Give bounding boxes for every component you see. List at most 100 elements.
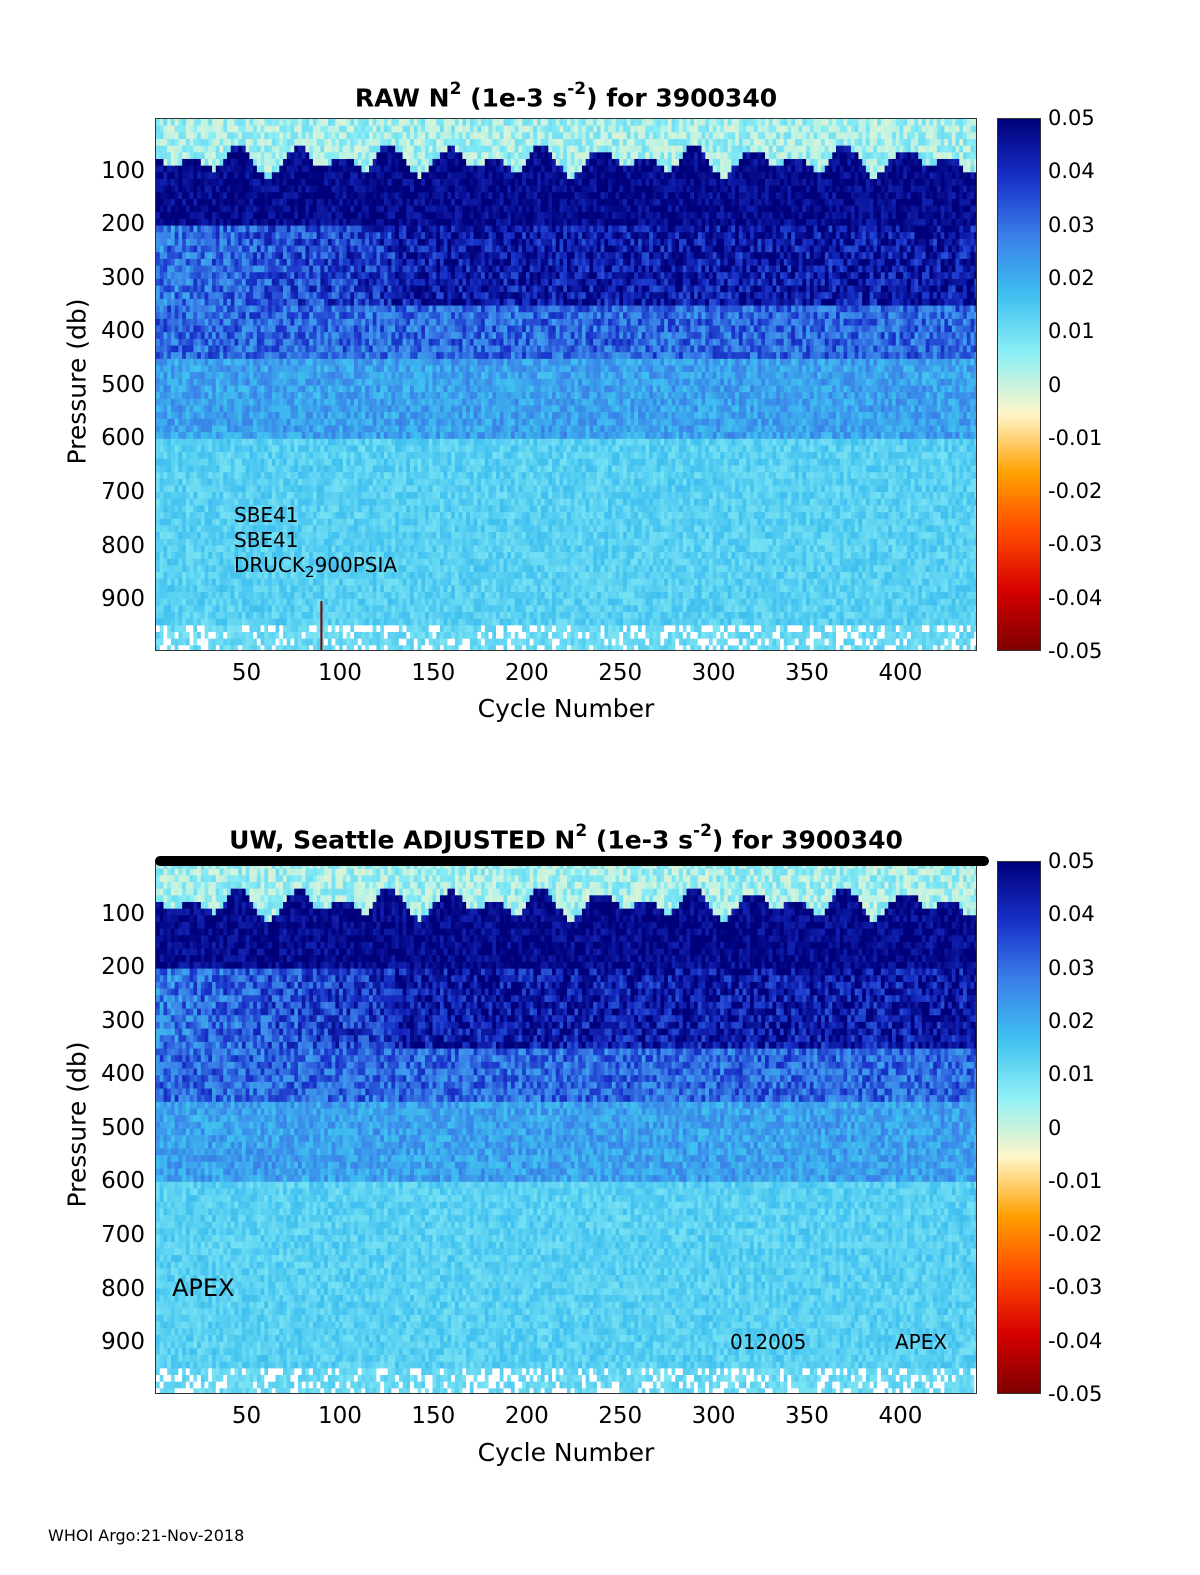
heatmap-cell <box>234 165 239 173</box>
heatmap-cell <box>226 378 232 387</box>
heatmap-cell <box>156 585 161 593</box>
heatmap-cell <box>234 152 239 160</box>
heatmap-cell <box>253 618 258 626</box>
heatmap-cell <box>215 438 221 447</box>
heatmap-cell <box>178 352 183 360</box>
heatmap-cell <box>294 618 299 626</box>
heatmap-cell <box>260 538 265 546</box>
heatmap-cell <box>301 578 307 586</box>
heatmap-cell <box>159 518 165 527</box>
heatmap-cell <box>327 578 333 586</box>
heatmap-cell <box>268 372 273 380</box>
heatmap-cell <box>376 418 381 427</box>
heatmap-cell <box>365 245 370 253</box>
heatmap-cell <box>342 258 348 267</box>
heatmap-cell <box>368 418 374 427</box>
heatmap-cell <box>226 532 232 540</box>
heatmap-cell <box>301 518 307 527</box>
heatmap-cell <box>256 412 262 420</box>
heatmap-cell <box>271 425 277 433</box>
heatmap-cell <box>376 492 381 500</box>
heatmap-cell <box>230 285 236 293</box>
heatmap-cell <box>365 425 370 433</box>
heatmap-cell <box>361 398 366 407</box>
heatmap-cell <box>320 225 325 233</box>
heatmap-cell <box>193 132 198 140</box>
heatmap-cell <box>335 558 340 566</box>
heatmap-cell <box>380 578 385 586</box>
heatmap-cell <box>163 185 168 193</box>
heatmap-cell <box>204 385 209 393</box>
heatmap-cell <box>305 132 310 140</box>
heatmap-cell <box>212 278 217 287</box>
heatmap-cell <box>290 632 295 640</box>
heatmap-cell <box>200 458 206 467</box>
heatmap-cell <box>249 518 254 527</box>
heatmap-cell <box>223 305 228 313</box>
heatmap-cell <box>383 225 389 233</box>
heatmap-cell <box>286 345 292 353</box>
heatmap-cell <box>275 372 280 380</box>
heatmap-cell <box>342 192 348 200</box>
heatmap-cell <box>215 325 221 333</box>
heatmap-cell <box>226 212 232 220</box>
heatmap-cell <box>268 625 273 633</box>
heatmap-cell <box>309 212 314 220</box>
heatmap-cell <box>167 305 172 313</box>
heatmap-cell <box>342 265 348 273</box>
heatmap-cell <box>197 512 202 520</box>
heatmap-cell <box>342 152 348 160</box>
heatmap-cell <box>208 212 213 220</box>
heatmap-cell <box>372 225 378 233</box>
heatmap-cell <box>241 325 247 333</box>
heatmap-cell <box>241 245 247 253</box>
heatmap-cell <box>283 425 288 433</box>
heatmap-cell <box>253 552 258 560</box>
heatmap-cell <box>301 592 307 600</box>
heatmap-cell <box>335 585 340 593</box>
heatmap-cell <box>301 605 307 613</box>
heatmap-cell <box>174 458 180 467</box>
heatmap-cell <box>275 392 280 400</box>
heatmap-cell <box>226 318 232 327</box>
heatmap-cell <box>256 498 262 507</box>
heatmap-cell <box>260 125 265 133</box>
heatmap-cell <box>249 252 254 260</box>
heatmap-cell <box>376 119 381 127</box>
heatmap-cell <box>305 285 310 293</box>
heatmap-cell <box>193 538 198 546</box>
heatmap-cell <box>312 505 318 513</box>
heatmap-cell <box>290 432 295 440</box>
heatmap-cell <box>320 345 325 353</box>
heatmap-cell <box>380 432 385 440</box>
heatmap-cell <box>174 172 180 180</box>
heatmap-cell <box>383 465 389 473</box>
heatmap-cell <box>159 225 165 233</box>
heatmap-cell <box>234 585 239 593</box>
heatmap-cell <box>312 352 318 360</box>
heatmap-cell <box>279 125 284 133</box>
heatmap-cell <box>230 265 236 273</box>
heatmap-cell <box>212 392 217 400</box>
heatmap-cell <box>226 245 232 253</box>
heatmap-cell <box>170 512 176 520</box>
heatmap-cell <box>170 232 176 240</box>
heatmap-cell <box>219 185 224 193</box>
heatmap-cell <box>271 558 277 566</box>
heatmap-cell <box>212 352 217 360</box>
heatmap-cell <box>357 605 363 613</box>
heatmap-cell <box>185 378 191 387</box>
heatmap-cell <box>312 258 318 267</box>
heatmap-cell <box>335 412 340 420</box>
heatmap-cell <box>249 418 254 427</box>
heatmap-cell <box>219 645 224 650</box>
heatmap-cell <box>256 545 262 553</box>
heatmap-cell <box>357 172 363 180</box>
heatmap-cell <box>271 465 277 473</box>
heatmap-cell <box>212 258 217 267</box>
heatmap-cell <box>182 145 187 153</box>
heatmap-cell <box>275 192 280 200</box>
heatmap-cell <box>279 612 284 620</box>
heatmap-cell <box>331 125 336 133</box>
heatmap-cell <box>354 438 359 447</box>
